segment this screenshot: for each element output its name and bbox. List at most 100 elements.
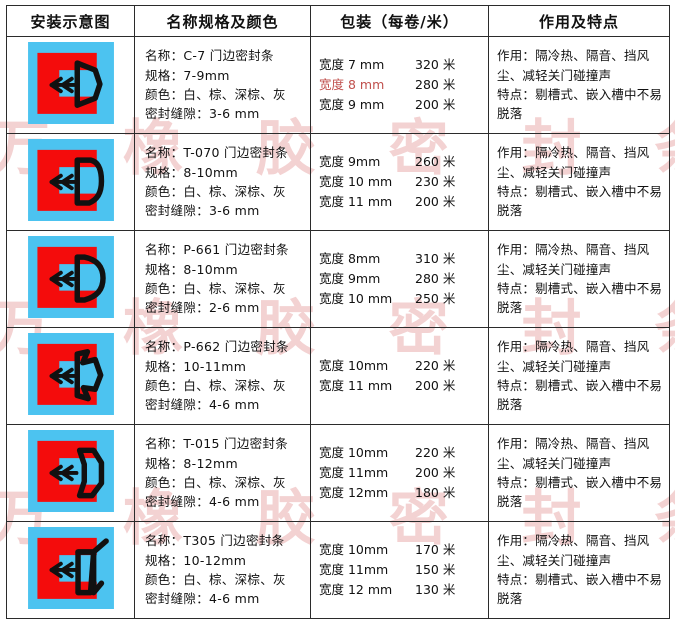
spec-size: 规格：10-12mm: [145, 551, 304, 570]
spec-size-label: 规格：: [145, 261, 184, 277]
spec-colors-label: 颜色：: [145, 87, 184, 102]
package-length: 260 米: [415, 153, 456, 169]
table-row: 名称：P-661 门边密封条 规格：8-10mm 颜色：白、棕、深棕、灰 密封缝隙：2…: [6, 230, 670, 328]
spec-colors-value: 白、棕、深棕、灰: [183, 87, 286, 102]
package-row: 宽度 11mm 150 米: [319, 560, 480, 580]
feature-trait: 特点：剔槽式、嵌入槽中不易脱落: [497, 378, 663, 413]
package-width: 宽度 8mm: [319, 250, 381, 266]
spec-size-value: 8-12mm: [183, 455, 238, 471]
package-length: 310 米: [415, 250, 456, 266]
spec-gap: 密封缝隙：2-6 mm: [145, 298, 304, 317]
feature-cell: 作用：隔冷热、隔音、挡风尘、减轻关门碰撞声 特点：剔槽式、嵌入槽中不易脱落: [488, 36, 670, 134]
table-body: 名称：C-7 门边密封条 规格：7-9mm 颜色：白、棕、深棕、灰 密封缝隙：3-6 …: [6, 36, 670, 619]
package-row: 宽度 10 mm 250 米: [319, 289, 480, 309]
package-cell: 宽度 9mm 260 米宽度 10 mm 230 米宽度 11 mm 200 米: [310, 133, 489, 231]
package-width: 宽度 9 mm: [319, 97, 385, 113]
package-width: 宽度 9mm: [319, 270, 381, 286]
package-width: 宽度 11 mm: [319, 378, 393, 393]
seal-strip-spec-table: 安装示意图 名称规格及颜色 包装（每卷/米） 作用及特点 名称：C-7 门边密封…: [6, 5, 670, 619]
package-length: 180 米: [415, 485, 456, 501]
package-width: 宽度 12 mm: [319, 582, 393, 598]
spec-name-value: T-015 门边密封条: [183, 436, 289, 452]
column-header-spec: 名称规格及颜色: [134, 5, 311, 37]
spec-gap-value: 4-6 mm: [209, 397, 260, 413]
spec-colors: 颜色：白、棕、深棕、灰: [145, 279, 304, 298]
package-width: 宽度 10 mm: [319, 173, 393, 189]
spec-name-label: 名称：: [145, 436, 184, 452]
spec-size: 规格：8-10mm: [145, 163, 304, 182]
spec-name: 名称：P-662 门边密封条: [145, 337, 304, 356]
install-diagram-cell: [6, 521, 135, 619]
spec-size-label: 规格：: [145, 552, 184, 568]
spec-size-value: 10-11mm: [183, 358, 247, 374]
spec-gap-value: 2-6 mm: [209, 300, 260, 316]
spec-size-value: 8-10mm: [183, 164, 238, 180]
spec-name: 名称：P-661 门边密封条: [145, 240, 304, 259]
package-row: 宽度 7 mm 320 米: [319, 55, 480, 75]
feature-use: 作用：隔冷热、隔音、挡风尘、减轻关门碰撞声: [497, 339, 650, 374]
table-row: 名称：P-662 门边密封条 规格：10-11mm 颜色：白、棕、深棕、灰 密封缝隙：…: [6, 327, 670, 425]
feature-use: 作用：隔冷热、隔音、挡风尘、减轻关门碰撞声: [497, 145, 650, 180]
spec-size: 规格：7-9mm: [145, 66, 304, 85]
spec-cell: 名称：P-662 门边密封条 规格：10-11mm 颜色：白、棕、深棕、灰 密封缝隙：…: [134, 327, 311, 425]
spec-name-label: 名称：: [145, 242, 184, 258]
spec-name-value: T305 门边密封条: [183, 533, 285, 549]
spec-gap-label: 密封缝隙：: [145, 591, 210, 607]
spec-name: 名称：C-7 门边密封条: [145, 46, 304, 65]
spec-name-value: P-662 门边密封条: [183, 339, 289, 355]
feature-use: 作用：隔冷热、隔音、挡风尘、减轻关门碰撞声: [497, 48, 650, 83]
package-row: 宽度 8mm 310 米: [319, 249, 480, 269]
package-row: 宽度 9mm 260 米: [319, 152, 480, 172]
package-width: 宽度 7 mm: [319, 56, 385, 72]
spec-name: 名称：T305 门边密封条: [145, 531, 304, 550]
spec-cell: 名称：T305 门边密封条 规格：10-12mm 颜色：白、棕、深棕、灰 密封缝隙：4…: [134, 521, 311, 619]
spec-gap-label: 密封缝隙：: [145, 300, 210, 316]
spec-cell: 名称：T-015 门边密封条 规格：8-12mm 颜色：白、棕、深棕、灰 密封缝隙：4…: [134, 424, 311, 522]
spec-gap-label: 密封缝隙：: [145, 494, 210, 510]
package-length: 280 米: [415, 270, 456, 286]
spec-name-label: 名称：: [145, 48, 184, 64]
feature-use: 作用：隔冷热、隔音、挡风尘、减轻关门碰撞声: [497, 242, 650, 277]
spec-name-label: 名称：: [145, 533, 184, 549]
install-diagram-cell: [6, 133, 135, 231]
door-seal-profile-p661-icon: [16, 236, 126, 318]
spec-cell: 名称：T-070 门边密封条 规格：8-10mm 颜色：白、棕、深棕、灰 密封缝隙：3…: [134, 133, 311, 231]
package-width: 宽度 12mm: [319, 485, 389, 501]
spec-name-label: 名称：: [145, 145, 184, 161]
spec-size: 规格：8-10mm: [145, 260, 304, 279]
package-cell: 宽度 8mm 310 米宽度 9mm 280 米宽度 10 mm 250 米: [310, 230, 489, 328]
package-width: 宽度 10mm: [319, 444, 389, 460]
package-length: 280 米: [415, 76, 456, 92]
package-length: 200 米: [415, 464, 456, 480]
package-width: 宽度 10mm: [319, 541, 389, 557]
feature-use: 作用：隔冷热、隔音、挡风尘、减轻关门碰撞声: [497, 436, 650, 471]
spec-name-label: 名称：: [145, 339, 184, 355]
feature-cell: 作用：隔冷热、隔音、挡风尘、减轻关门碰撞声 特点：剔槽式、嵌入槽中不易脱落: [488, 230, 670, 328]
package-length: 220 米: [415, 444, 456, 460]
install-diagram-cell: [6, 230, 135, 328]
feature-cell: 作用：隔冷热、隔音、挡风尘、减轻关门碰撞声 特点：剔槽式、嵌入槽中不易脱落: [488, 521, 670, 619]
package-length: 250 米: [415, 291, 456, 307]
package-row: 宽度 9mm 280 米: [319, 269, 480, 289]
package-width: 宽度 9mm: [319, 153, 381, 169]
spec-gap: 密封缝隙：3-6 mm: [145, 104, 304, 123]
spec-colors-label: 颜色：: [145, 475, 184, 490]
door-seal-profile-t015-icon: [16, 430, 126, 512]
package-cell: 宽度 7 mm 320 米宽度 8 mm 280 米宽度 9 mm 200 米: [310, 36, 489, 134]
feature-trait: 特点：剔槽式、嵌入槽中不易脱落: [497, 572, 663, 607]
door-seal-profile-t070-icon: [16, 139, 126, 221]
spec-name-value: P-661 门边密封条: [183, 242, 289, 258]
spec-gap: 密封缝隙：4-6 mm: [145, 395, 304, 414]
spec-colors: 颜色：白、棕、深棕、灰: [145, 570, 304, 589]
spec-cell: 名称：P-661 门边密封条 规格：8-10mm 颜色：白、棕、深棕、灰 密封缝隙：2…: [134, 230, 311, 328]
spec-gap: 密封缝隙：4-6 mm: [145, 589, 304, 608]
package-length: 200 米: [415, 378, 456, 393]
feature-trait: 特点：剔槽式、嵌入槽中不易脱落: [497, 281, 663, 316]
spec-gap-label: 密封缝隙：: [145, 203, 210, 219]
feature-cell: 作用：隔冷热、隔音、挡风尘、减轻关门碰撞声 特点：剔槽式、嵌入槽中不易脱落: [488, 133, 670, 231]
package-row: 宽度 8 mm 280 米: [319, 75, 480, 95]
package-row: 宽度 11 mm 200 米: [319, 376, 480, 396]
package-row: 宽度 9 mm 200 米: [319, 95, 480, 115]
spec-colors: 颜色：白、棕、深棕、灰: [145, 473, 304, 492]
table-row: 名称：T305 门边密封条 规格：10-12mm 颜色：白、棕、深棕、灰 密封缝隙：4…: [6, 521, 670, 619]
